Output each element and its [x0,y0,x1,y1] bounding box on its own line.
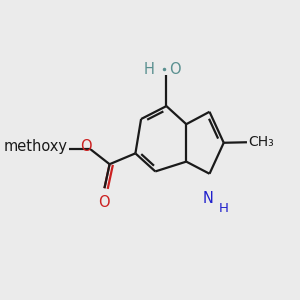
Text: O: O [80,139,92,154]
Text: O: O [99,195,110,210]
Text: methoxy: methoxy [4,139,68,154]
Text: N: N [203,191,214,206]
Text: O: O [169,62,181,77]
Text: H: H [219,202,228,214]
Text: H: H [144,62,155,77]
Text: CH₃: CH₃ [248,135,274,149]
